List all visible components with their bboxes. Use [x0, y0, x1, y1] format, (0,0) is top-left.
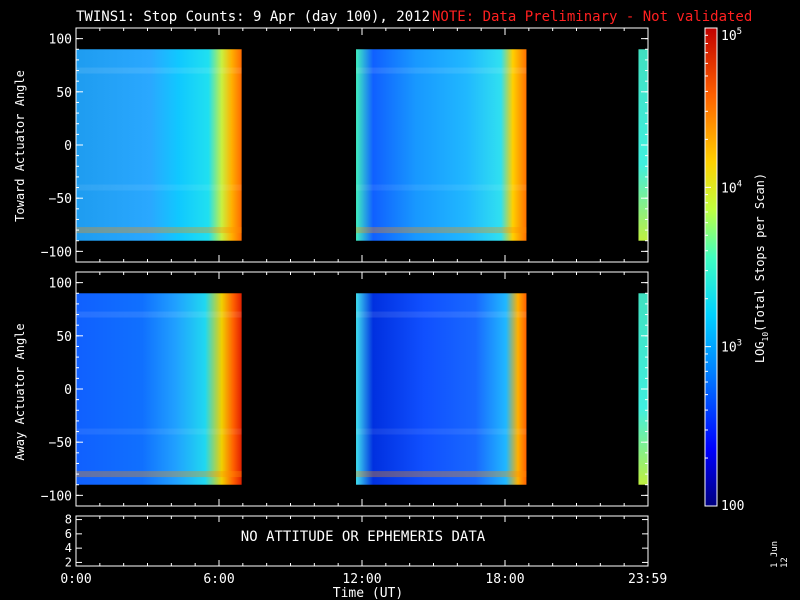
x-axis: 0:00 6:00 12:00 18:00 23:59	[60, 572, 667, 587]
colorbar-ticks: 100 103 104 105	[705, 27, 744, 514]
toward-band	[76, 184, 242, 191]
toward-ytick-label: 50	[56, 86, 72, 101]
attitude-ytick-label: 4	[65, 541, 72, 555]
toward-band	[356, 227, 527, 234]
colorbar-tick-label: 103	[721, 339, 742, 356]
toward-data-segment	[76, 49, 242, 241]
toward-ytick-label: 100	[49, 33, 72, 48]
toward-ytick-label: −50	[49, 192, 72, 207]
away-band	[356, 311, 527, 318]
colorbar-tick-label: 100	[721, 499, 744, 514]
x-tick-label: 12:00	[342, 572, 381, 587]
data-note: NOTE: Data Preliminary - Not validated	[432, 9, 752, 25]
away-ytick-label: 100	[49, 277, 72, 292]
away-band	[356, 428, 527, 435]
colorbar-label: LOG10(Total Stops per Scan)	[753, 173, 770, 363]
away-ytick-label: −50	[49, 436, 72, 451]
x-tick-label: 6:00	[203, 572, 234, 587]
x-tick-label: 0:00	[60, 572, 91, 587]
colorbar-tick-label: 104	[721, 179, 742, 196]
away-data-segment	[76, 293, 242, 485]
attitude-ytick-label: 8	[65, 513, 72, 527]
away-band	[76, 471, 242, 478]
colorbar-tick-label: 105	[721, 27, 742, 44]
panel-toward: −100 −50 0 50 100	[41, 27, 649, 263]
x-tick-label: 18:00	[485, 572, 524, 587]
away-band	[356, 471, 527, 478]
toward-data-segment	[356, 49, 527, 241]
toward-band	[76, 67, 242, 74]
away-ytick-label: −100	[41, 489, 72, 504]
side-date-label: 1 Jun 12	[770, 540, 790, 568]
toward-band	[356, 67, 527, 74]
away-data-segment	[356, 293, 527, 485]
away-band	[76, 311, 242, 318]
away-ytick-label: 0	[64, 383, 72, 398]
toward-band	[356, 184, 527, 191]
x-axis-label: Time (UT)	[333, 586, 403, 600]
attitude-ytick-label: 2	[65, 555, 72, 569]
attitude-message: NO ATTITUDE OR EPHEMERIS DATA	[241, 529, 486, 545]
toward-ytick-label: −100	[41, 245, 72, 260]
colorbar	[704, 27, 718, 507]
y-axis-label-away: Away Actuator Angle	[13, 323, 27, 460]
toward-band	[76, 227, 242, 234]
chart-title: TWINS1: Stop Counts: 9 Apr (day 100), 20…	[76, 9, 430, 25]
away-band	[76, 428, 242, 435]
x-tick-label: 23:59	[628, 572, 667, 587]
attitude-ytick-label: 6	[65, 527, 72, 541]
away-ytick-label: 50	[56, 330, 72, 345]
toward-ytick-label: 0	[64, 139, 72, 154]
y-axis-label-toward: Toward Actuator Angle	[13, 70, 27, 222]
panel-away: −100 −50 0 50 100	[41, 271, 649, 507]
